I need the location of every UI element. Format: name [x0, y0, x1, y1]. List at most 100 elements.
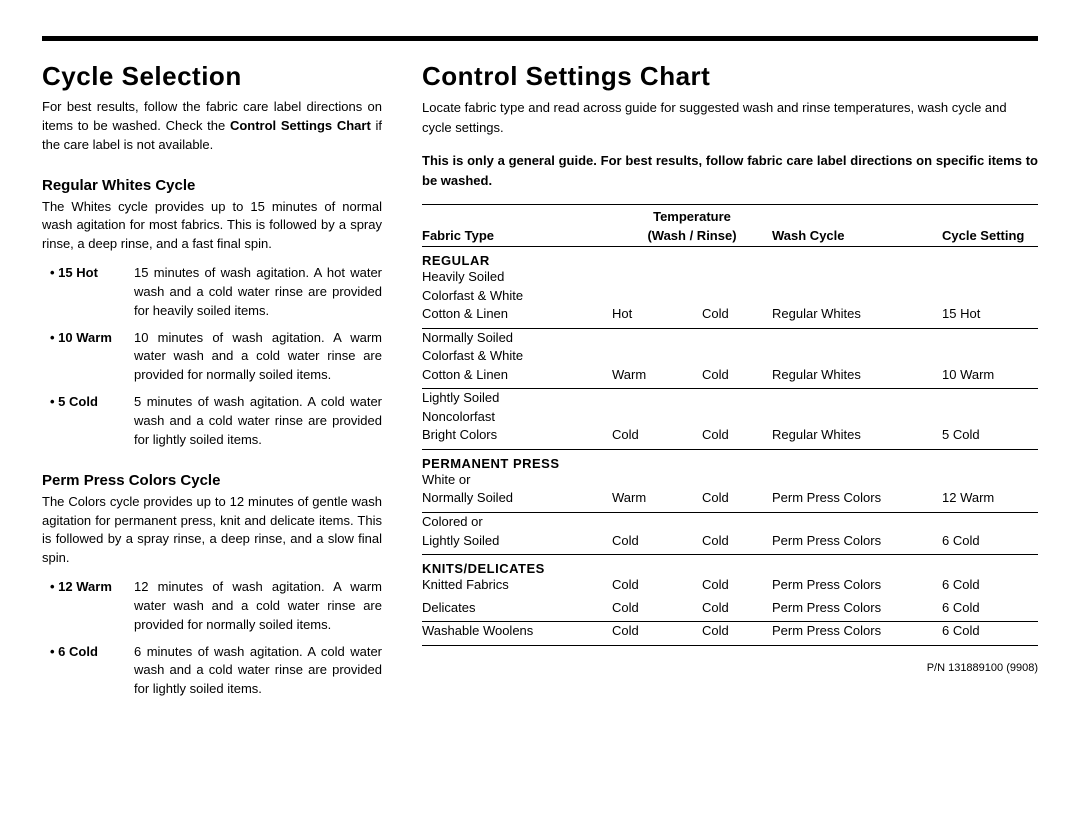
- cell-fabric: Normally Soiled: [422, 489, 612, 512]
- cell-fabric: Cotton & Linen: [422, 366, 612, 389]
- cycle-bullet: 12 Warm12 minutes of wash agitation. A w…: [42, 578, 382, 635]
- table-row: Colored or: [422, 513, 1038, 532]
- cell-rinse: [702, 347, 772, 366]
- cycle-description: The Whites cycle provides up to 15 minut…: [42, 198, 382, 255]
- bullet-text: 5 minutes of wash agitation. A cold wate…: [134, 393, 382, 450]
- cell-wash: Cold: [612, 576, 702, 599]
- part-number: P/N 131889100 (9908): [422, 662, 1038, 674]
- control-chart-note: This is only a general guide. For best r…: [422, 151, 1038, 190]
- cell-fabric: Washable Woolens: [422, 622, 612, 646]
- right-column: Control Settings Chart Locate fabric typ…: [422, 61, 1038, 721]
- table-row: White or: [422, 471, 1038, 490]
- cell-rinse: Cold: [702, 622, 772, 646]
- cell-rinse: [702, 389, 772, 408]
- cycle-bullet: 15 Hot15 minutes of wash agitation. A ho…: [42, 264, 382, 321]
- table-row: Normally SoiledWarmColdPerm Press Colors…: [422, 489, 1038, 512]
- cell-setting: 6 Cold: [942, 599, 1038, 622]
- cell-setting: [942, 513, 1038, 532]
- cell-fabric: Colorfast & White: [422, 347, 612, 366]
- cell-wash: [612, 268, 702, 287]
- table-row: Lightly SoiledColdColdPerm Press Colors6…: [422, 532, 1038, 555]
- table-row: Normally Soiled: [422, 328, 1038, 347]
- cycle-selection-title: Cycle Selection: [42, 61, 382, 92]
- settings-table: Temperature Fabric Type (Wash / Rinse) W…: [422, 204, 1038, 646]
- cell-setting: 6 Cold: [942, 576, 1038, 599]
- cell-wash: [612, 408, 702, 427]
- table-row: Colorfast & White: [422, 347, 1038, 366]
- cell-setting: [942, 408, 1038, 427]
- cell-cycle: Perm Press Colors: [772, 489, 942, 512]
- cell-fabric: Knitted Fabrics: [422, 576, 612, 599]
- section-header: PERMANENT PRESS: [422, 449, 1038, 471]
- cell-rinse: Cold: [702, 366, 772, 389]
- cell-cycle: Regular Whites: [772, 305, 942, 328]
- cell-fabric: White or: [422, 471, 612, 490]
- cell-fabric: Lightly Soiled: [422, 532, 612, 555]
- cell-fabric: Cotton & Linen: [422, 305, 612, 328]
- table-row: DelicatesColdColdPerm Press Colors6 Cold: [422, 599, 1038, 622]
- cell-rinse: [702, 287, 772, 306]
- cell-rinse: Cold: [702, 305, 772, 328]
- cell-fabric: Heavily Soiled: [422, 268, 612, 287]
- table-row: Heavily Soiled: [422, 268, 1038, 287]
- cell-cycle: [772, 268, 942, 287]
- cell-cycle: Perm Press Colors: [772, 622, 942, 646]
- cycle-description: The Colors cycle provides up to 12 minut…: [42, 493, 382, 568]
- cell-fabric: Normally Soiled: [422, 328, 612, 347]
- cell-cycle: Perm Press Colors: [772, 532, 942, 555]
- bullet-label: 6 Cold: [42, 643, 134, 700]
- cell-setting: 6 Cold: [942, 532, 1038, 555]
- cell-wash: [612, 513, 702, 532]
- cell-wash: Cold: [612, 622, 702, 646]
- table-row: Washable WoolensColdColdPerm Press Color…: [422, 622, 1038, 646]
- cell-fabric: Lightly Soiled: [422, 389, 612, 408]
- page: Cycle Selection For best results, follow…: [42, 36, 1038, 721]
- table-row: Noncolorfast: [422, 408, 1038, 427]
- bullet-label: 10 Warm: [42, 329, 134, 386]
- cell-cycle: Perm Press Colors: [772, 576, 942, 599]
- table-row: Cotton & LinenHotColdRegular Whites15 Ho…: [422, 305, 1038, 328]
- table-row: Lightly Soiled: [422, 389, 1038, 408]
- section-header: KNITS/DELICATES: [422, 555, 1038, 577]
- cell-fabric: Colorfast & White: [422, 287, 612, 306]
- cell-cycle: [772, 513, 942, 532]
- cycle-bullet: 10 Warm10 minutes of wash agitation. A w…: [42, 329, 382, 386]
- cell-wash: [612, 471, 702, 490]
- bullet-label: 12 Warm: [42, 578, 134, 635]
- cell-setting: [942, 328, 1038, 347]
- cell-cycle: [772, 287, 942, 306]
- hdr-cycle: Wash Cycle: [772, 224, 942, 247]
- cell-wash: [612, 347, 702, 366]
- cell-cycle: [772, 328, 942, 347]
- cell-wash: [612, 287, 702, 306]
- cell-wash: [612, 389, 702, 408]
- cell-setting: 15 Hot: [942, 305, 1038, 328]
- cell-cycle: Regular Whites: [772, 366, 942, 389]
- cell-setting: [942, 347, 1038, 366]
- cell-cycle: [772, 408, 942, 427]
- bullet-label: 5 Cold: [42, 393, 134, 450]
- cell-setting: 12 Warm: [942, 489, 1038, 512]
- cell-setting: [942, 471, 1038, 490]
- section-header: REGULAR: [422, 247, 1038, 269]
- control-chart-title: Control Settings Chart: [422, 61, 1038, 92]
- cell-cycle: [772, 471, 942, 490]
- table-row: Bright ColorsColdColdRegular Whites5 Col…: [422, 426, 1038, 449]
- control-chart-intro: Locate fabric type and read across guide…: [422, 98, 1038, 137]
- cell-rinse: Cold: [702, 426, 772, 449]
- cell-rinse: Cold: [702, 576, 772, 599]
- cell-rinse: Cold: [702, 489, 772, 512]
- cell-wash: Cold: [612, 532, 702, 555]
- cell-wash: Warm: [612, 489, 702, 512]
- cell-cycle: [772, 347, 942, 366]
- cell-rinse: Cold: [702, 599, 772, 622]
- cycle-block: Perm Press Colors CycleThe Colors cycle …: [42, 472, 382, 699]
- bullet-text: 6 minutes of wash agitation. A cold wate…: [134, 643, 382, 700]
- cell-setting: 5 Cold: [942, 426, 1038, 449]
- cell-setting: 6 Cold: [942, 622, 1038, 646]
- cell-setting: [942, 268, 1038, 287]
- cell-setting: [942, 287, 1038, 306]
- hdr-temperature: Temperature: [612, 205, 772, 225]
- cycle-selection-intro: For best results, follow the fabric care…: [42, 98, 382, 155]
- cell-cycle: [772, 389, 942, 408]
